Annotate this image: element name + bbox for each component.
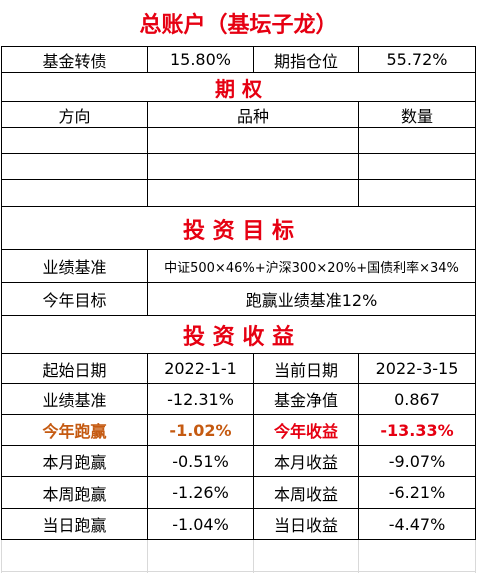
futures-position-value: 55.72% (358, 46, 476, 73)
options-cell (1, 179, 148, 207)
week-return-value: -6.21% (358, 476, 476, 509)
benchmark-label: 业绩基准 (1, 249, 148, 283)
options-cell (147, 179, 359, 207)
benchmark-value: 中证500×46%+沪深300×20%+国债利率×34% (147, 249, 476, 283)
gridline (147, 540, 148, 573)
options-cell (358, 127, 476, 154)
options-header-variety: 品种 (147, 101, 359, 128)
benchmark-return-label: 业绩基准 (1, 383, 148, 415)
options-cell (358, 153, 476, 180)
options-cell (147, 153, 359, 180)
futures-position-label: 期指仓位 (253, 46, 359, 73)
gridline (475, 540, 476, 573)
day-excess-value: -1.04% (147, 508, 254, 540)
fund-nav-value: 0.867 (358, 383, 476, 415)
day-return-label: 当日收益 (253, 508, 359, 540)
options-cell (147, 127, 359, 154)
day-excess-label: 当日跑赢 (1, 508, 148, 540)
ytd-return-label: 今年收益 (253, 414, 359, 446)
ytd-excess-label: 今年跑赢 (1, 414, 148, 446)
returns-title: 投 资 收 益 (1, 316, 476, 354)
week-return-label: 本周收益 (253, 476, 359, 509)
options-title: 期 权 (1, 73, 476, 101)
month-return-value: -9.07% (358, 445, 476, 477)
ytd-return-value: -13.33% (358, 414, 476, 446)
day-return-value: -4.47% (358, 508, 476, 540)
month-excess-value: -0.51% (147, 445, 254, 477)
goals-title: 投 资 目 标 (1, 207, 476, 250)
month-return-label: 本月收益 (253, 445, 359, 477)
start-date-label: 起始日期 (1, 353, 148, 384)
options-cell (1, 127, 148, 154)
fund-bond-label: 基金转债 (1, 46, 148, 73)
year-goal-label: 今年目标 (1, 282, 148, 316)
gridline (1, 571, 476, 572)
options-cell (358, 179, 476, 207)
ytd-excess-value: -1.02% (147, 414, 254, 446)
page-title: 总账户（基坛子龙） (139, 13, 338, 38)
current-date-value: 2022-3-15 (358, 353, 476, 384)
start-date-value: 2022-1-1 (147, 353, 254, 384)
fund-bond-value: 15.80% (147, 46, 254, 73)
fund-nav-label: 基金净值 (253, 383, 359, 415)
gridline (253, 540, 254, 573)
options-header-quantity: 数量 (358, 101, 476, 128)
options-cell (1, 153, 148, 180)
options-header-direction: 方向 (1, 101, 148, 128)
month-excess-label: 本月跑赢 (1, 445, 148, 477)
benchmark-return-value: -12.31% (147, 383, 254, 415)
gridline (1, 540, 2, 573)
current-date-label: 当前日期 (253, 353, 359, 384)
gridline (358, 540, 359, 573)
week-excess-label: 本周跑赢 (1, 476, 148, 509)
year-goal-value: 跑赢业绩基准12% (147, 282, 476, 316)
week-excess-value: -1.26% (147, 476, 254, 509)
